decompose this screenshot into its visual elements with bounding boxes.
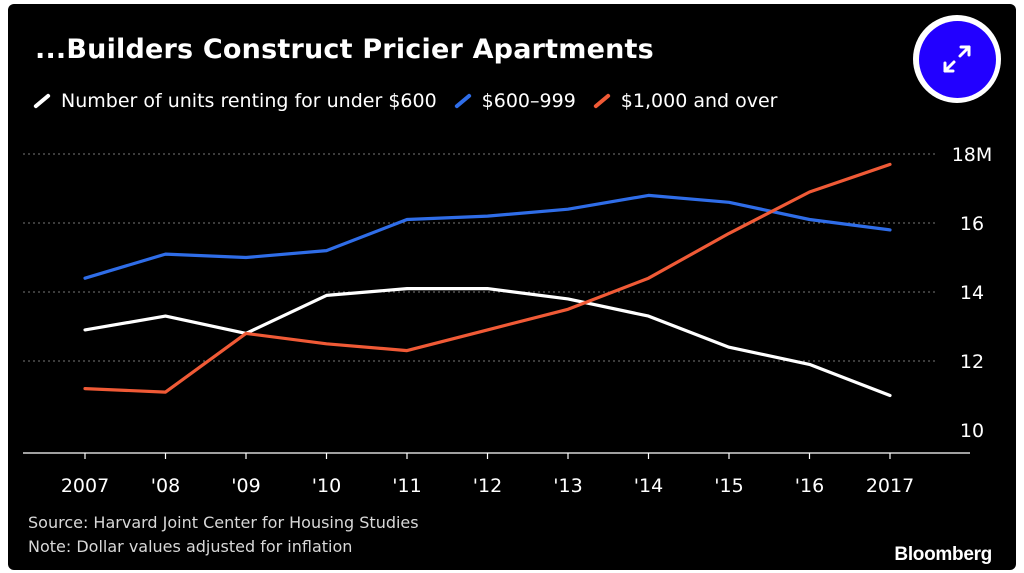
expand-arrows-icon <box>943 45 971 73</box>
y-tick-label: 10 <box>960 420 984 442</box>
expand-button-circle[interactable] <box>918 20 996 98</box>
y-tick-label: 18M <box>952 144 993 166</box>
chart-title: ...Builders Construct Pricier Apartments <box>35 34 654 65</box>
y-tick-label: 14 <box>960 282 984 304</box>
line-chart: 10 12 14 16 18M 2007 '08 '09 '10 '11 '12 '13 '14 '15 '… <box>23 144 993 497</box>
x-tick-label: '12 <box>473 475 502 497</box>
y-tick-label: 12 <box>960 351 984 373</box>
inflation-note: Note: Dollar values adjusted for inflati… <box>28 537 353 556</box>
source-note: Source: Harvard Joint Center for Housing… <box>28 513 419 532</box>
legend-label: $600–999 <box>481 90 576 112</box>
legend-label: Number of units renting for under $600 <box>61 90 437 112</box>
x-tick-label: '16 <box>795 475 824 497</box>
x-tick-label: 2007 <box>61 475 109 497</box>
x-tick-label: '09 <box>231 475 260 497</box>
x-tick-label: '13 <box>553 475 582 497</box>
x-tick-label: '14 <box>634 475 663 497</box>
chart-legend: Number of units renting for under $600 $… <box>32 90 793 112</box>
x-tick-label: '11 <box>392 475 421 497</box>
chart-panel: ...Builders Construct Pricier Apartments… <box>8 4 1016 570</box>
series-line-0 <box>83 287 892 398</box>
bloomberg-logo: Bloomberg <box>894 544 992 565</box>
legend-label: $1,000 and over <box>620 90 778 112</box>
legend-item-under-600: Number of units renting for under $600 <box>32 90 437 112</box>
expand-button[interactable] <box>913 15 1001 103</box>
series-line-2 <box>83 162 892 394</box>
x-tick-label: '08 <box>151 475 180 497</box>
x-tick-label: 2017 <box>866 475 914 497</box>
x-tick-label: '15 <box>714 475 743 497</box>
legend-item-1000-over: $1,000 and over <box>592 90 778 112</box>
x-tick-label: '10 <box>312 475 341 497</box>
y-tick-label: 16 <box>960 213 984 235</box>
series-line-1 <box>83 193 892 280</box>
legend-item-600-999: $600–999 <box>453 90 576 112</box>
